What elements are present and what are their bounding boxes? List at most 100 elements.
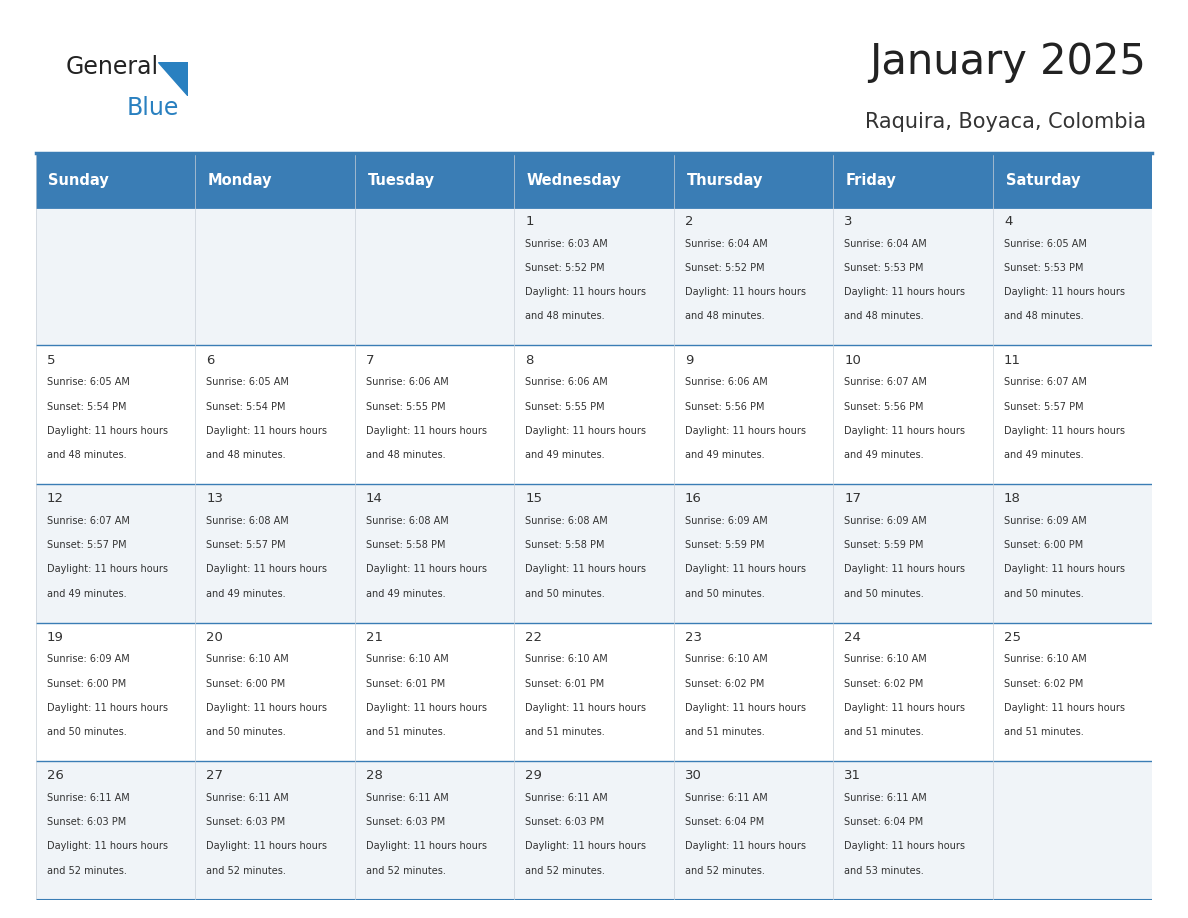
Text: Sunset: 6:02 PM: Sunset: 6:02 PM bbox=[845, 678, 924, 688]
Text: Sunrise: 6:07 AM: Sunrise: 6:07 AM bbox=[46, 516, 129, 526]
Text: Sunset: 5:58 PM: Sunset: 5:58 PM bbox=[525, 540, 605, 550]
Text: 2: 2 bbox=[685, 215, 694, 229]
Bar bbox=[833, 761, 993, 900]
Text: Sunrise: 6:03 AM: Sunrise: 6:03 AM bbox=[525, 239, 608, 249]
Text: Sunrise: 6:11 AM: Sunrise: 6:11 AM bbox=[525, 793, 608, 803]
Text: and 48 minutes.: and 48 minutes. bbox=[46, 450, 126, 460]
Text: and 48 minutes.: and 48 minutes. bbox=[1004, 311, 1083, 321]
Text: Sunrise: 6:08 AM: Sunrise: 6:08 AM bbox=[207, 516, 289, 526]
Text: Sunset: 6:01 PM: Sunset: 6:01 PM bbox=[525, 678, 605, 688]
Text: and 49 minutes.: and 49 minutes. bbox=[525, 450, 605, 460]
Bar bbox=[195, 484, 355, 622]
Text: and 50 minutes.: and 50 minutes. bbox=[207, 727, 286, 737]
Text: 23: 23 bbox=[685, 631, 702, 644]
Text: Sunrise: 6:07 AM: Sunrise: 6:07 AM bbox=[845, 377, 928, 387]
Text: Sunset: 5:57 PM: Sunset: 5:57 PM bbox=[46, 540, 126, 550]
Text: Daylight: 11 hours hours: Daylight: 11 hours hours bbox=[366, 426, 487, 436]
Bar bbox=[36, 345, 195, 484]
Bar bbox=[514, 622, 674, 761]
Text: Sunset: 6:04 PM: Sunset: 6:04 PM bbox=[845, 817, 924, 827]
Text: Daylight: 11 hours hours: Daylight: 11 hours hours bbox=[525, 426, 646, 436]
Text: and 49 minutes.: and 49 minutes. bbox=[366, 588, 446, 599]
Text: Daylight: 11 hours hours: Daylight: 11 hours hours bbox=[46, 842, 168, 852]
Text: Sunday: Sunday bbox=[49, 174, 109, 188]
Bar bbox=[514, 154, 674, 207]
Bar bbox=[355, 484, 514, 622]
Text: Sunset: 6:03 PM: Sunset: 6:03 PM bbox=[46, 817, 126, 827]
Text: Sunrise: 6:04 AM: Sunrise: 6:04 AM bbox=[685, 239, 767, 249]
Text: Daylight: 11 hours hours: Daylight: 11 hours hours bbox=[46, 426, 168, 436]
Bar bbox=[195, 207, 355, 345]
Text: Daylight: 11 hours hours: Daylight: 11 hours hours bbox=[845, 842, 966, 852]
Text: Sunset: 6:03 PM: Sunset: 6:03 PM bbox=[525, 817, 605, 827]
Text: Daylight: 11 hours hours: Daylight: 11 hours hours bbox=[685, 703, 805, 713]
Text: 3: 3 bbox=[845, 215, 853, 229]
Text: 19: 19 bbox=[46, 631, 64, 644]
Text: General: General bbox=[65, 55, 158, 79]
Text: Sunrise: 6:10 AM: Sunrise: 6:10 AM bbox=[685, 655, 767, 665]
Text: Daylight: 11 hours hours: Daylight: 11 hours hours bbox=[845, 287, 966, 297]
Text: 4: 4 bbox=[1004, 215, 1012, 229]
Bar bbox=[36, 484, 195, 622]
Bar bbox=[993, 761, 1152, 900]
Bar bbox=[36, 207, 195, 345]
Bar bbox=[993, 345, 1152, 484]
Bar bbox=[355, 154, 514, 207]
Text: Sunrise: 6:11 AM: Sunrise: 6:11 AM bbox=[366, 793, 449, 803]
Text: Sunrise: 6:10 AM: Sunrise: 6:10 AM bbox=[366, 655, 449, 665]
Text: Sunrise: 6:05 AM: Sunrise: 6:05 AM bbox=[1004, 239, 1087, 249]
Text: Daylight: 11 hours hours: Daylight: 11 hours hours bbox=[685, 287, 805, 297]
Text: and 51 minutes.: and 51 minutes. bbox=[685, 727, 765, 737]
Text: Daylight: 11 hours hours: Daylight: 11 hours hours bbox=[1004, 287, 1125, 297]
Text: Sunset: 5:53 PM: Sunset: 5:53 PM bbox=[1004, 263, 1083, 273]
Text: Sunset: 5:52 PM: Sunset: 5:52 PM bbox=[525, 263, 605, 273]
Text: and 52 minutes.: and 52 minutes. bbox=[207, 866, 286, 876]
Text: Daylight: 11 hours hours: Daylight: 11 hours hours bbox=[46, 703, 168, 713]
Text: and 50 minutes.: and 50 minutes. bbox=[525, 588, 605, 599]
Text: Daylight: 11 hours hours: Daylight: 11 hours hours bbox=[366, 703, 487, 713]
Text: and 51 minutes.: and 51 minutes. bbox=[366, 727, 446, 737]
Text: 27: 27 bbox=[207, 769, 223, 782]
Text: 5: 5 bbox=[46, 353, 56, 366]
Bar bbox=[674, 761, 833, 900]
Text: and 49 minutes.: and 49 minutes. bbox=[46, 588, 126, 599]
Text: Sunset: 5:55 PM: Sunset: 5:55 PM bbox=[366, 401, 446, 411]
Text: Sunset: 5:54 PM: Sunset: 5:54 PM bbox=[46, 401, 126, 411]
Text: and 51 minutes.: and 51 minutes. bbox=[845, 727, 924, 737]
Text: and 50 minutes.: and 50 minutes. bbox=[845, 588, 924, 599]
Text: Sunrise: 6:07 AM: Sunrise: 6:07 AM bbox=[1004, 377, 1087, 387]
Text: and 48 minutes.: and 48 minutes. bbox=[525, 311, 605, 321]
Text: Sunrise: 6:06 AM: Sunrise: 6:06 AM bbox=[366, 377, 449, 387]
Text: Sunset: 6:03 PM: Sunset: 6:03 PM bbox=[366, 817, 446, 827]
Text: Sunrise: 6:05 AM: Sunrise: 6:05 AM bbox=[46, 377, 129, 387]
Text: and 49 minutes.: and 49 minutes. bbox=[685, 450, 765, 460]
Text: Sunset: 6:02 PM: Sunset: 6:02 PM bbox=[685, 678, 764, 688]
Bar bbox=[514, 207, 674, 345]
Text: Daylight: 11 hours hours: Daylight: 11 hours hours bbox=[685, 842, 805, 852]
Text: Sunset: 5:59 PM: Sunset: 5:59 PM bbox=[685, 540, 764, 550]
Bar bbox=[195, 622, 355, 761]
Text: 18: 18 bbox=[1004, 492, 1020, 505]
Text: and 48 minutes.: and 48 minutes. bbox=[845, 311, 924, 321]
Text: Thursday: Thursday bbox=[687, 174, 763, 188]
Text: Sunrise: 6:10 AM: Sunrise: 6:10 AM bbox=[207, 655, 289, 665]
Text: Sunrise: 6:08 AM: Sunrise: 6:08 AM bbox=[525, 516, 608, 526]
Text: 1: 1 bbox=[525, 215, 533, 229]
Text: Sunset: 6:02 PM: Sunset: 6:02 PM bbox=[1004, 678, 1083, 688]
Text: Sunset: 5:56 PM: Sunset: 5:56 PM bbox=[845, 401, 924, 411]
Text: and 48 minutes.: and 48 minutes. bbox=[366, 450, 446, 460]
Text: Sunrise: 6:09 AM: Sunrise: 6:09 AM bbox=[685, 516, 767, 526]
Text: 12: 12 bbox=[46, 492, 64, 505]
Text: and 52 minutes.: and 52 minutes. bbox=[525, 866, 605, 876]
Text: Daylight: 11 hours hours: Daylight: 11 hours hours bbox=[845, 703, 966, 713]
Bar bbox=[195, 154, 355, 207]
Text: Sunrise: 6:11 AM: Sunrise: 6:11 AM bbox=[207, 793, 289, 803]
Bar bbox=[993, 622, 1152, 761]
Bar bbox=[355, 622, 514, 761]
Bar bbox=[993, 484, 1152, 622]
Bar bbox=[36, 761, 195, 900]
Text: 24: 24 bbox=[845, 631, 861, 644]
Bar bbox=[514, 345, 674, 484]
Bar bbox=[674, 154, 833, 207]
Text: 6: 6 bbox=[207, 353, 215, 366]
